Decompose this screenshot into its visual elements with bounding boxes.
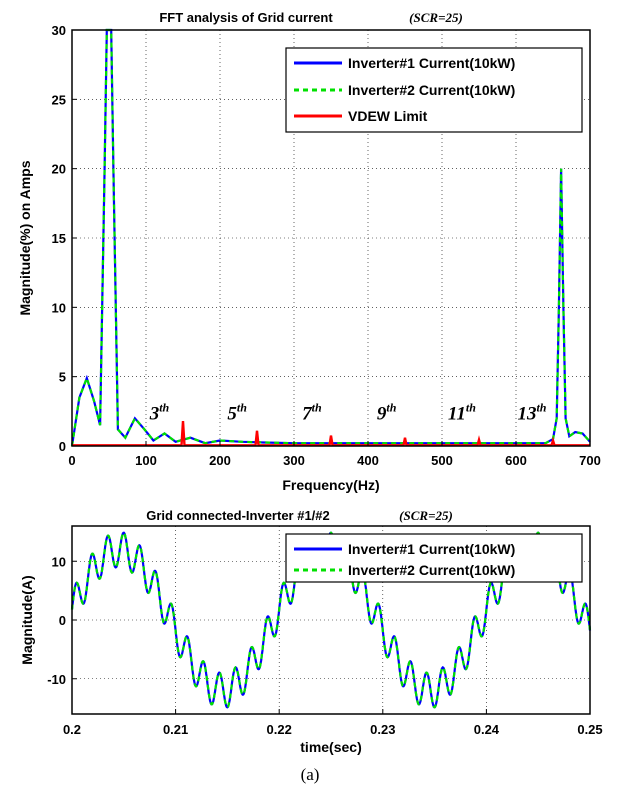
fft-harmonic-label: 13th (517, 401, 546, 425)
fft-harmonic-label: 11th (448, 401, 476, 425)
time-legend-label-inverter1: Inverter#1 Current(10kW) (348, 541, 515, 557)
time-title-note: (SCR=25) (399, 508, 453, 523)
time-legend-label-inverter2: Inverter#2 Current(10kW) (348, 562, 515, 578)
fft-y-tick-label: 20 (52, 162, 66, 177)
time-legend-box (285, 533, 583, 583)
fft-series-vdew-line (72, 420, 590, 447)
fft-x-axis-label: Frequency(Hz) (282, 477, 379, 493)
fft-x-tick-label: 400 (357, 453, 379, 468)
time-title: Grid connected-Inverter #1/#2 (146, 508, 330, 523)
fft-harmonic-label-suffix: th (386, 401, 396, 415)
fft-title: FFT analysis of Grid current (159, 10, 333, 25)
fft-harmonic-label-suffix: th (312, 401, 322, 415)
time-y-axis-label: Magnitude(A) (19, 575, 35, 664)
time-y-tick-label: 10 (52, 554, 66, 569)
fft-harmonic-label-suffix: th (237, 401, 247, 415)
time-ticks: 0.2 0.21 0.22 0.23 0.24 0.25 -10 0 10 (47, 554, 602, 737)
time-legend: Inverter#1 Current(10kW) Inverter#2 Curr… (285, 533, 583, 583)
fft-y-tick-label: 5 (59, 370, 66, 385)
fft-legend-label-inverter2: Inverter#2 Current(10kW) (348, 82, 515, 98)
fft-y-tick-label: 15 (52, 231, 66, 246)
fft-y-tick-label: 25 (52, 92, 66, 107)
fft-y-tick-label: 10 (52, 300, 66, 315)
fft-legend-label-vdew: VDEW Limit (348, 108, 428, 124)
time-x-tick-label: 0.21 (163, 722, 188, 737)
fft-y-tick-label: 0 (59, 439, 66, 454)
fft-x-tick-label: 500 (431, 453, 453, 468)
fft-harmonic-label-suffix: th (466, 401, 476, 415)
time-x-tick-label: 0.22 (267, 722, 292, 737)
figure-caption: (a) (301, 765, 320, 784)
fft-harmonic-label: 9th (377, 401, 397, 425)
fft-x-tick-label: 0 (68, 453, 75, 468)
fft-x-tick-label: 200 (209, 453, 231, 468)
fft-grid (72, 30, 590, 446)
fft-ticks: 0 100 200 300 400 500 600 700 0 5 10 15 20 25 30 (52, 23, 601, 468)
fft-legend-label-inverter1: Inverter#1 Current(10kW) (348, 55, 515, 71)
fft-x-tick-label: 700 (579, 453, 601, 468)
fft-harmonic-label: 5th (227, 401, 247, 425)
fft-harmonic-label-suffix: th (159, 401, 169, 415)
time-x-tick-label: 0.2 (63, 722, 81, 737)
time-chart: Grid connected-Inverter #1/#2 (SCR=25) 0… (19, 508, 603, 755)
fft-harmonic-label: 3th (149, 401, 170, 425)
fft-chart: FFT analysis of Grid current (SCR=25) 0 1… (17, 10, 601, 493)
fft-x-tick-label: 300 (283, 453, 305, 468)
time-x-tick-label: 0.23 (370, 722, 395, 737)
fft-harmonic-annotations: 3th 5th 7th 9th 11th 13th (149, 401, 547, 425)
fft-y-axis-label: Magnitude(%) on Amps (17, 160, 33, 315)
time-x-tick-label: 0.24 (474, 722, 500, 737)
time-x-axis-label: time(sec) (300, 739, 361, 755)
fft-y-tick-label: 30 (52, 23, 66, 38)
time-y-tick-label: -10 (47, 672, 66, 687)
fft-x-tick-label: 100 (135, 453, 157, 468)
fft-legend: Inverter#1 Current(10kW) Inverter#2 Curr… (285, 47, 583, 133)
time-y-tick-label: 0 (59, 613, 66, 628)
fft-title-note: (SCR=25) (409, 10, 463, 25)
time-grid (72, 526, 590, 714)
fft-harmonic-label-suffix: th (536, 401, 546, 415)
time-x-tick-label: 0.25 (577, 722, 602, 737)
fft-x-tick-label: 600 (505, 453, 527, 468)
fft-harmonic-label: 7th (302, 401, 322, 425)
